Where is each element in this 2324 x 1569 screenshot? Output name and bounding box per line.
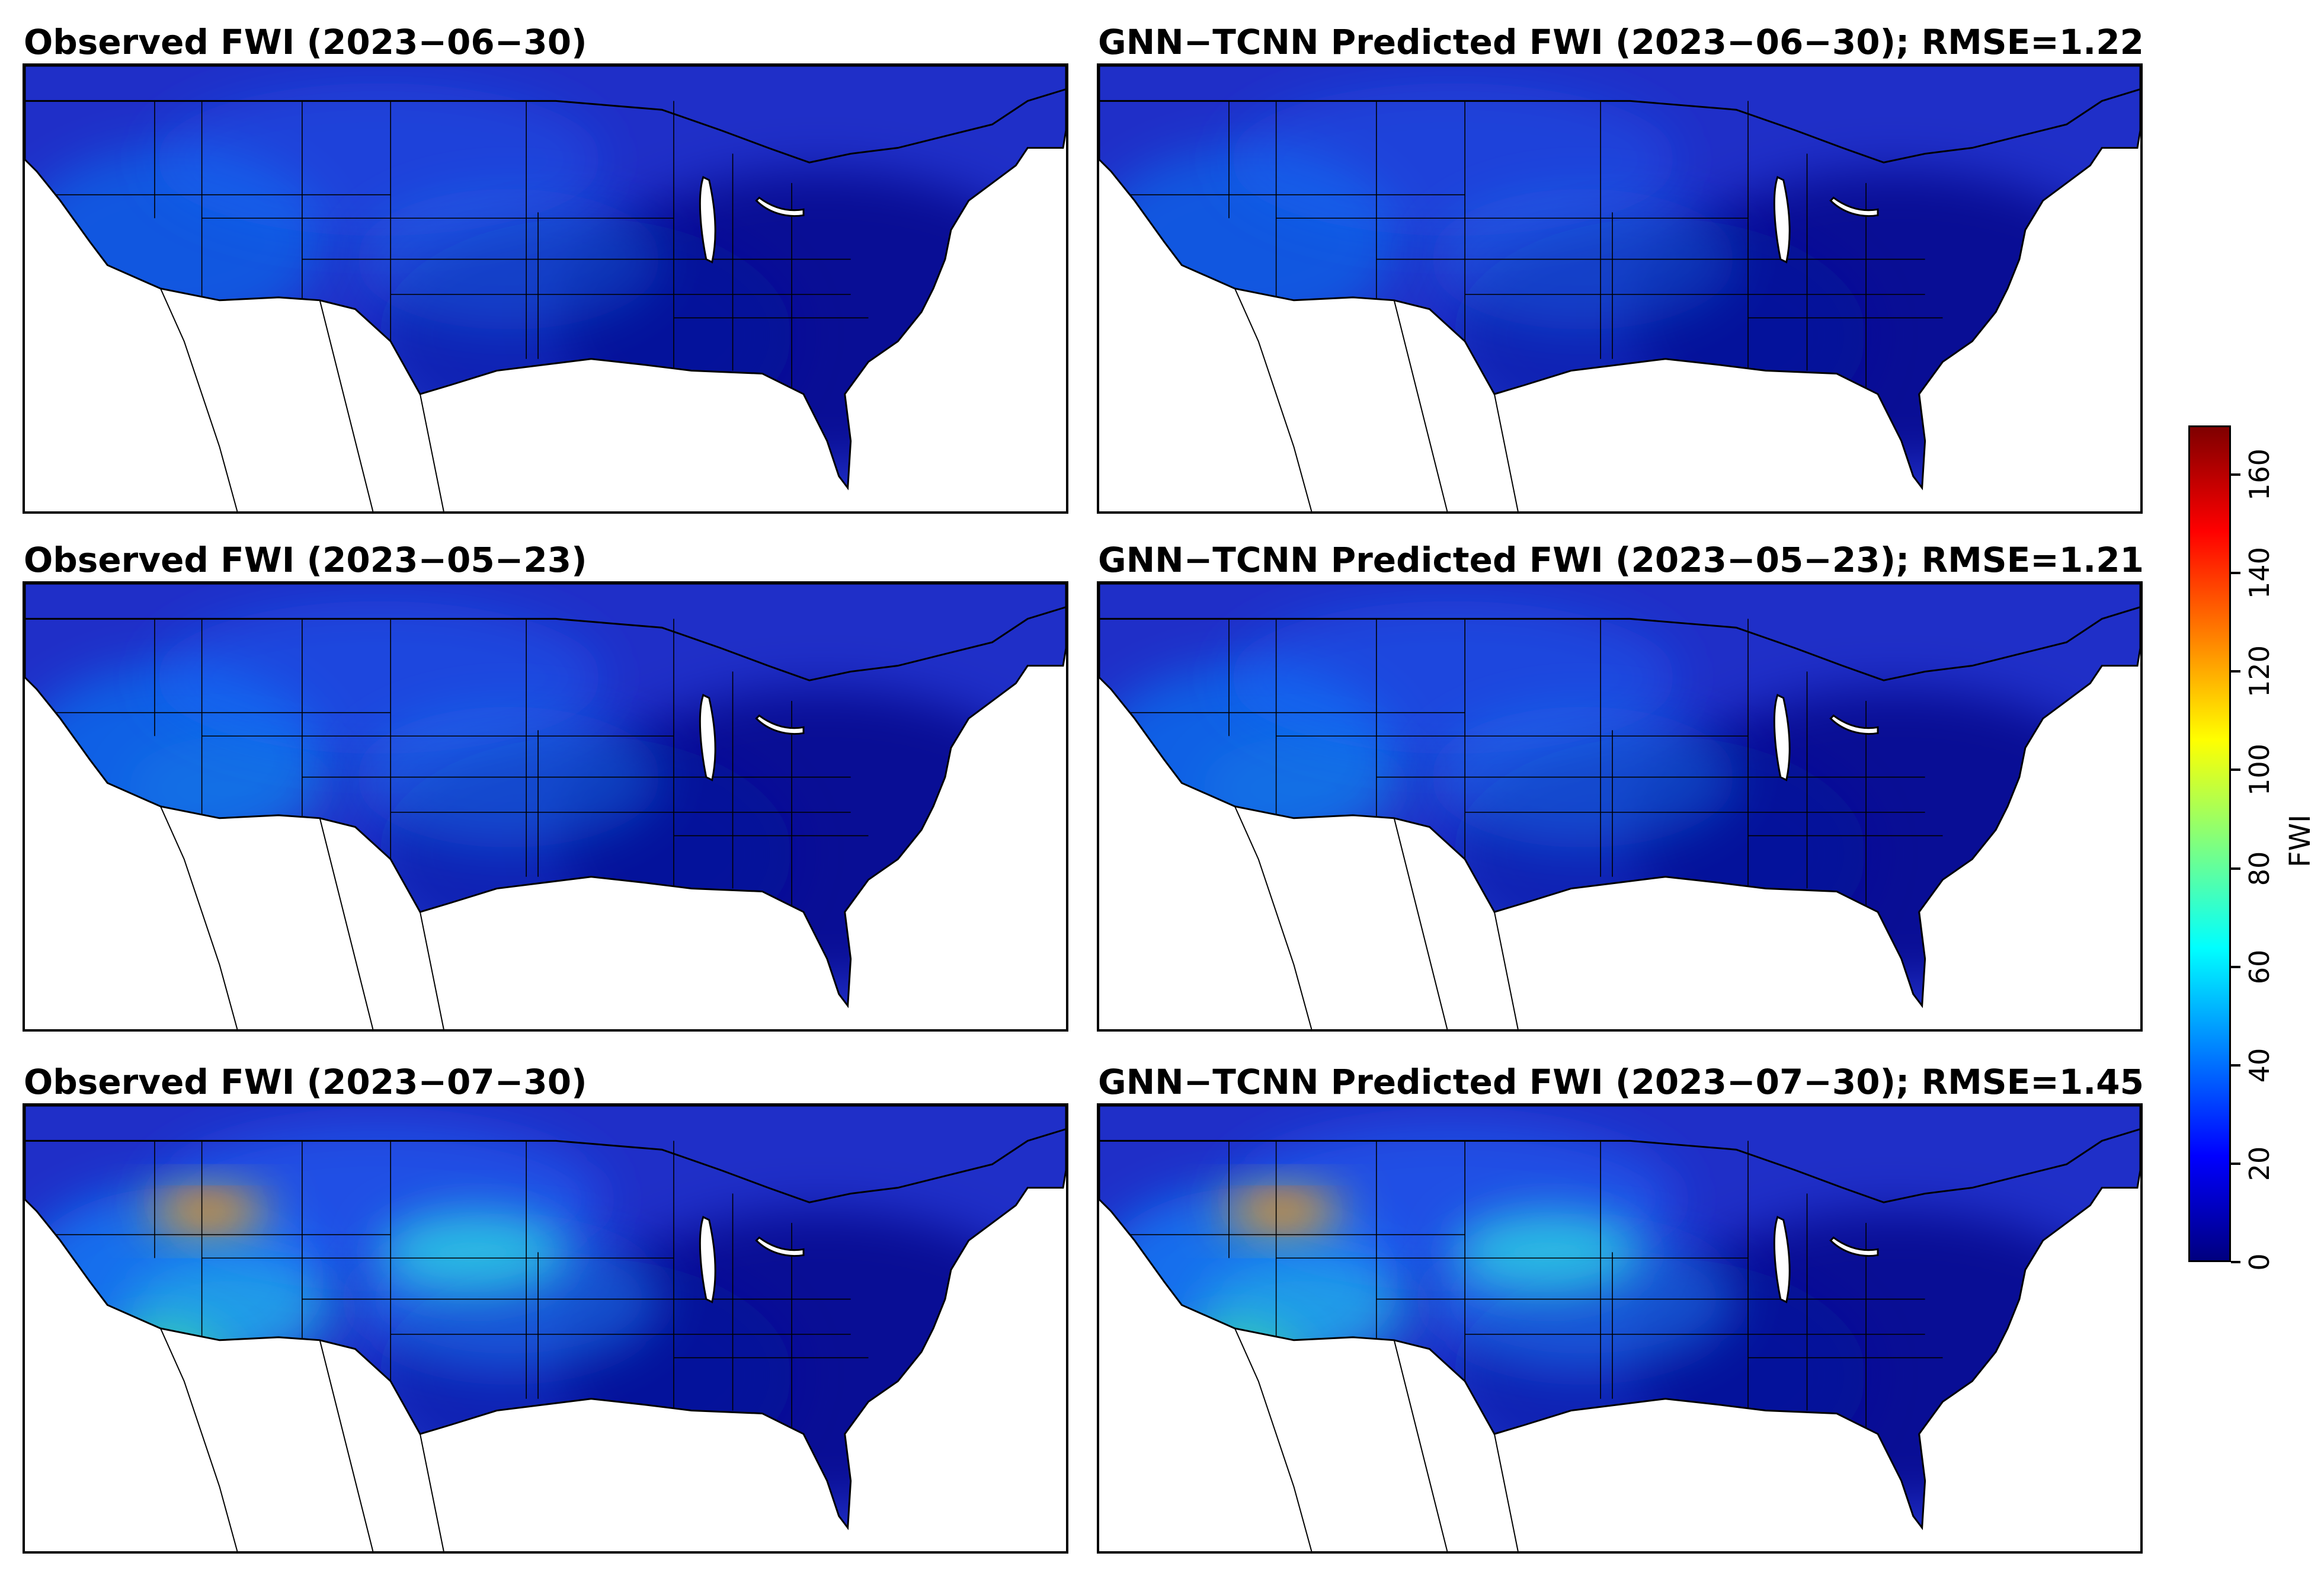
mexico-boundaries (1234, 1328, 1519, 1551)
map-panel-4 (1097, 581, 2143, 1032)
map-panel-3 (23, 581, 1068, 1032)
panel-title-6: GNN−TCNN Predicted FWI (2023−07−30); RMS… (1098, 1062, 2144, 1102)
colorbar-tick-label: 140 (2243, 547, 2275, 600)
panel-title-5: Observed FWI (2023−07−30) (24, 1062, 587, 1102)
great-lake (1773, 693, 1791, 782)
colorbar-tick (2231, 473, 2240, 476)
colorbar-tick-label: 100 (2243, 744, 2275, 796)
canada-border (25, 88, 1066, 164)
mexico-boundaries (1234, 288, 1519, 511)
panel-title-2: GNN−TCNN Predicted FWI (2023−06−30); RMS… (1098, 22, 2144, 62)
colorbar-tick (2231, 769, 2240, 771)
canada-border (25, 606, 1066, 681)
colorbar-tick (2231, 1162, 2240, 1165)
great-lake (755, 196, 805, 217)
colorbar-tick (2231, 572, 2240, 575)
great-lake (699, 175, 716, 264)
map-canvas (25, 1106, 1066, 1551)
great-lake (1773, 1215, 1791, 1304)
map-panel-6 (1097, 1103, 2143, 1554)
map-canvas (25, 584, 1066, 1029)
coastline (25, 66, 1066, 491)
map-canvas (1099, 1106, 2140, 1551)
colorbar-tick (2231, 1064, 2240, 1067)
map-panel-1 (23, 63, 1068, 514)
great-lake (755, 1236, 805, 1257)
colorbar-tick-label: 60 (2243, 949, 2275, 984)
map-canvas (1099, 584, 2140, 1029)
map-canvas (1099, 66, 2140, 511)
colorbar-tick-label: 0 (2243, 1253, 2275, 1271)
colorbar-tick-label: 80 (2243, 851, 2275, 886)
panel-title-3: Observed FWI (2023−05−23) (24, 540, 587, 580)
canada-border (1099, 606, 2140, 681)
colorbar-tick-label: 160 (2243, 449, 2275, 501)
coastline (1099, 66, 2140, 491)
colorbar (2188, 425, 2231, 1262)
coastline (25, 584, 1066, 1008)
colorbar-tick-label: 40 (2243, 1048, 2275, 1083)
map-canvas (25, 66, 1066, 511)
colorbar-tick (2231, 670, 2240, 673)
colorbar-tick (2231, 1261, 2240, 1263)
colorbar-tick (2231, 867, 2240, 870)
colorbar-tick-label: 120 (2243, 645, 2275, 698)
coastline (1099, 1106, 2140, 1530)
panel-title-1: Observed FWI (2023−06−30) (24, 22, 587, 62)
great-lake (1829, 714, 1879, 735)
map-panel-2 (1097, 63, 2143, 514)
mexico-boundaries (1234, 806, 1519, 1029)
mexico-boundaries (160, 806, 444, 1029)
great-lake (699, 1215, 716, 1304)
canada-border (1099, 88, 2140, 164)
canada-border (25, 1128, 1066, 1203)
colorbar-label: FWI (2284, 814, 2317, 867)
great-lake (755, 714, 805, 735)
colorbar-tick-label: 20 (2243, 1146, 2275, 1181)
panel-title-4: GNN−TCNN Predicted FWI (2023−05−23); RMS… (1098, 540, 2144, 580)
great-lake (1773, 175, 1791, 264)
map-panel-5 (23, 1103, 1068, 1554)
mexico-boundaries (160, 288, 444, 511)
mexico-boundaries (160, 1328, 444, 1551)
great-lake (699, 693, 716, 782)
great-lake (1829, 196, 1879, 217)
coastline (1099, 584, 2140, 1008)
colorbar-tick (2231, 965, 2240, 968)
colorbar-gradient (2190, 427, 2229, 1260)
great-lake (1829, 1236, 1879, 1257)
canada-border (1099, 1128, 2140, 1203)
coastline (25, 1106, 1066, 1530)
